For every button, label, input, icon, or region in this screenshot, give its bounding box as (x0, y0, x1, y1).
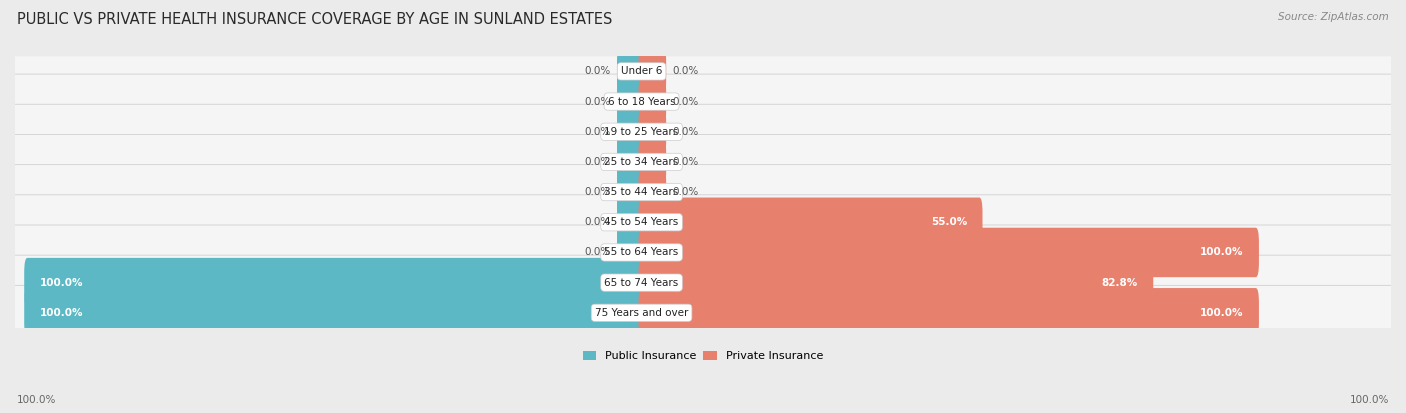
FancyBboxPatch shape (638, 107, 666, 157)
Text: 55 to 64 Years: 55 to 64 Years (605, 247, 679, 257)
FancyBboxPatch shape (617, 47, 644, 96)
FancyBboxPatch shape (11, 44, 1395, 99)
Text: 0.0%: 0.0% (585, 66, 610, 76)
FancyBboxPatch shape (617, 197, 644, 247)
FancyBboxPatch shape (11, 255, 1395, 310)
FancyBboxPatch shape (638, 167, 666, 217)
Text: 0.0%: 0.0% (585, 157, 610, 167)
Text: 0.0%: 0.0% (585, 187, 610, 197)
FancyBboxPatch shape (638, 258, 1153, 307)
FancyBboxPatch shape (638, 47, 666, 96)
FancyBboxPatch shape (617, 228, 644, 277)
Text: 0.0%: 0.0% (585, 217, 610, 227)
Text: 100.0%: 100.0% (39, 308, 83, 318)
Text: 100.0%: 100.0% (1350, 395, 1389, 405)
FancyBboxPatch shape (617, 137, 644, 187)
FancyBboxPatch shape (638, 197, 983, 247)
Text: 19 to 25 Years: 19 to 25 Years (605, 127, 679, 137)
FancyBboxPatch shape (24, 258, 644, 307)
Text: 0.0%: 0.0% (672, 157, 699, 167)
FancyBboxPatch shape (11, 74, 1395, 129)
FancyBboxPatch shape (24, 288, 644, 337)
Text: 0.0%: 0.0% (672, 66, 699, 76)
Text: Source: ZipAtlas.com: Source: ZipAtlas.com (1278, 12, 1389, 22)
FancyBboxPatch shape (638, 288, 1258, 337)
FancyBboxPatch shape (11, 225, 1395, 280)
Text: Under 6: Under 6 (621, 66, 662, 76)
FancyBboxPatch shape (617, 77, 644, 126)
FancyBboxPatch shape (617, 167, 644, 217)
Text: 6 to 18 Years: 6 to 18 Years (607, 97, 675, 107)
Text: 100.0%: 100.0% (1201, 247, 1243, 257)
Text: 65 to 74 Years: 65 to 74 Years (605, 278, 679, 287)
Text: 0.0%: 0.0% (672, 127, 699, 137)
Text: 0.0%: 0.0% (585, 247, 610, 257)
FancyBboxPatch shape (638, 137, 666, 187)
Text: 0.0%: 0.0% (585, 97, 610, 107)
Legend: Public Insurance, Private Insurance: Public Insurance, Private Insurance (579, 347, 827, 366)
Text: 0.0%: 0.0% (585, 127, 610, 137)
FancyBboxPatch shape (617, 107, 644, 157)
Text: 0.0%: 0.0% (672, 187, 699, 197)
Text: 35 to 44 Years: 35 to 44 Years (605, 187, 679, 197)
Text: 45 to 54 Years: 45 to 54 Years (605, 217, 679, 227)
Text: 0.0%: 0.0% (672, 97, 699, 107)
Text: 25 to 34 Years: 25 to 34 Years (605, 157, 679, 167)
FancyBboxPatch shape (11, 285, 1395, 340)
Text: 75 Years and over: 75 Years and over (595, 308, 689, 318)
Text: 100.0%: 100.0% (39, 278, 83, 287)
FancyBboxPatch shape (11, 195, 1395, 250)
FancyBboxPatch shape (638, 228, 1258, 277)
Text: 82.8%: 82.8% (1102, 278, 1137, 287)
Text: 100.0%: 100.0% (17, 395, 56, 405)
FancyBboxPatch shape (11, 165, 1395, 220)
Text: PUBLIC VS PRIVATE HEALTH INSURANCE COVERAGE BY AGE IN SUNLAND ESTATES: PUBLIC VS PRIVATE HEALTH INSURANCE COVER… (17, 12, 612, 27)
FancyBboxPatch shape (11, 104, 1395, 159)
FancyBboxPatch shape (11, 135, 1395, 190)
Text: 55.0%: 55.0% (931, 217, 967, 227)
Text: 100.0%: 100.0% (1201, 308, 1243, 318)
FancyBboxPatch shape (638, 77, 666, 126)
